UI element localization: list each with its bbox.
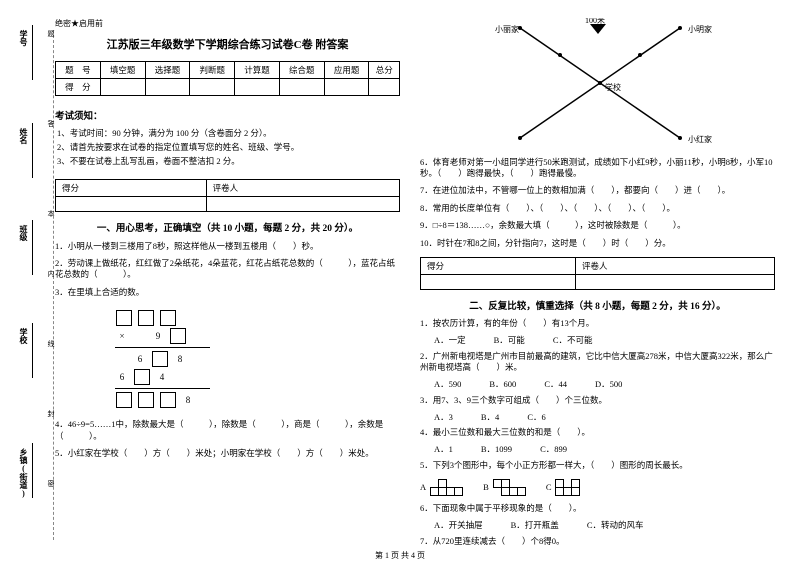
score-header-cell: 填空题 <box>100 62 145 79</box>
compass-diagram: 100米 小明家 小丽家 小红家 学校 <box>420 18 775 148</box>
notice-3: 3、不要在试卷上乱写乱画，卷面不整洁扣 2 分。 <box>57 155 400 167</box>
notice-2: 2、请首先按要求在试卷的指定位置填写您的姓名、班级、学号。 <box>57 141 400 153</box>
score-cell <box>190 79 235 96</box>
svg-text:小明家: 小明家 <box>688 24 712 34</box>
q2-7: 7．从720里连续减去（ ）个8得0。 <box>420 536 775 547</box>
mini2-c1: 得分 <box>421 257 576 274</box>
q2-2-opts: A．590B．600C．44D．500 <box>434 378 775 390</box>
svg-text:小红家: 小红家 <box>688 134 712 144</box>
marker-table-2: 得分 评卷人 <box>420 257 775 290</box>
score-cell <box>100 79 145 96</box>
marker-table: 得分 评卷人 <box>55 179 400 212</box>
q1-3: 3．在里填上合适的数。 <box>55 287 400 298</box>
q2-4: 4．最小三位数和最大三位数的和是（ ）。 <box>420 427 775 438</box>
q1-4: 4．46÷9=5……1中，除数最大是（ ），除数是（ ），商是（ ），余数是（ … <box>55 419 400 442</box>
binding-dotline <box>53 30 54 540</box>
binding-field: 学号 <box>18 30 29 46</box>
binding-note: 题 <box>46 30 56 37</box>
score-cell <box>279 79 324 96</box>
score-header-cell: 判断题 <box>190 62 235 79</box>
q1-2: 2．劳动课上做纸花，红红做了2朵纸花，4朵蓝花，红花占纸花总数的（ ），蓝花占纸… <box>55 258 400 281</box>
secret-label: 绝密★启用前 <box>55 18 400 29</box>
mini-c1: 得分 <box>56 180 207 197</box>
binding-field: 姓名 <box>18 128 29 144</box>
score-header-cell: 综合题 <box>279 62 324 79</box>
binding-note: 封 <box>46 410 56 417</box>
notice-list: 1、考试时间：90 分钟，满分为 100 分（含卷面分 2 分）。 2、请首先按… <box>55 125 400 169</box>
score-header-cell: 选择题 <box>145 62 190 79</box>
q1-1: 1．小明从一楼到三楼用了8秒，照这样他从一楼到五楼用（ ）秒。 <box>55 241 400 252</box>
q1-10: 10．时针在7和8之间，分针指向7，这时是（ ）时（ ）分。 <box>420 238 775 249</box>
section1-title: 一、用心思考，正确填空（共 10 小题，每题 2 分，共 20 分）。 <box>55 220 400 234</box>
binding-note: 线 <box>46 340 56 347</box>
exam-title: 江苏版三年级数学下学期综合练习试卷C卷 附答案 <box>55 36 400 52</box>
q2-6: 6．下面现象中属于平移现象的是（ ）。 <box>420 503 775 514</box>
page-footer: 第 1 页 共 4 页 <box>0 550 800 561</box>
q2-4-opts: A．1B．1099C．899 <box>434 443 775 455</box>
score-header-cell: 应用题 <box>324 62 369 79</box>
svg-text:学校: 学校 <box>605 82 621 92</box>
q1-8: 8．常用的长度单位有（ ）、（ ）、（ ）、（ ）、（ ）。 <box>420 203 775 214</box>
svg-text:小丽家: 小丽家 <box>495 24 519 34</box>
shape-b-label: B <box>483 482 489 492</box>
shapes-row: A B C <box>420 479 775 496</box>
q2-3-opts: A．3B．4C．6 <box>434 411 775 423</box>
score-cell: 得 分 <box>56 79 101 96</box>
q1-6: 6．体育老师对第一小组同学进行50米跑测试，成绩如下小红9秒，小丽11秒，小明8… <box>420 157 775 180</box>
q2-1-opts: A．一定B．可能C．不可能 <box>434 334 775 346</box>
svg-text:100米: 100米 <box>585 18 605 25</box>
binding-strip: 学号姓名班级学校乡镇(街道) <box>18 10 46 530</box>
math-multiply: ×9 68 64 8 <box>115 308 400 410</box>
binding-field: 乡镇(街道) <box>18 448 29 498</box>
diagram-svg: 100米 小明家 小丽家 小红家 学校 <box>420 18 775 148</box>
score-table: 题 号填空题选择题判断题计算题综合题应用题总分 得 分 <box>55 61 400 96</box>
left-column: 绝密★启用前 江苏版三年级数学下学期综合练习试卷C卷 附答案 题 号填空题选择题… <box>55 18 400 555</box>
shape-b <box>493 479 526 496</box>
shape-a <box>430 479 463 496</box>
binding-note: 内 <box>46 270 56 277</box>
binding-field: 班级 <box>18 225 29 241</box>
score-cell <box>235 79 280 96</box>
score-header-cell: 计算题 <box>235 62 280 79</box>
notice-heading: 考试须知： <box>55 108 400 122</box>
score-header-cell: 总分 <box>369 62 400 79</box>
score-header-cell: 题 号 <box>56 62 101 79</box>
right-column: 100米 小明家 小丽家 小红家 学校 6．体育老师对第一小组同学进行50米跑测… <box>420 18 775 555</box>
mini-c2: 评卷人 <box>206 180 399 197</box>
mini2-c2: 评卷人 <box>576 257 775 274</box>
q1-9: 9．□÷8＝138……○，余数最大填（ ），这时被除数是（ ）。 <box>420 220 775 231</box>
q2-2: 2．广州新电视塔是广州市目前最高的建筑，它比中信大厦高278米，中信大厦高322… <box>420 351 775 374</box>
binding-field: 学校 <box>18 328 29 344</box>
score-cell <box>369 79 400 96</box>
shape-c <box>555 479 580 496</box>
q1-5: 5．小红家在学校（ ）方（ ）米处；小明家在学校（ ）方（ ）米处。 <box>55 448 400 459</box>
shape-a-label: A <box>420 482 426 492</box>
section2-title: 二、反复比较，慎重选择（共 8 小题，每题 2 分，共 16 分）。 <box>420 298 775 312</box>
shape-c-label: C <box>546 482 552 492</box>
notice-1: 1、考试时间：90 分钟，满分为 100 分（含卷面分 2 分）。 <box>57 127 400 139</box>
q2-6-opts: A．开关抽屉B．打开瓶盖C．转动的风车 <box>434 519 775 531</box>
score-cell <box>145 79 190 96</box>
binding-note: 密 <box>46 480 56 487</box>
score-cell <box>324 79 369 96</box>
q1-7: 7．在进位加法中，不管哪一位上的数相加满（ ），都要向（ ）进（ ）。 <box>420 185 775 196</box>
binding-note: 本 <box>46 210 56 217</box>
q2-3: 3．用7、3、9三个数字可组成（ ）个三位数。 <box>420 395 775 406</box>
binding-note: 答 <box>46 120 56 127</box>
q2-5: 5．下列3个图形中，每个小正方形都一样大，（ ）图形的周长最长。 <box>420 460 775 471</box>
q2-1: 1．按农历计算，有的年份（ ）有13个月。 <box>420 318 775 329</box>
